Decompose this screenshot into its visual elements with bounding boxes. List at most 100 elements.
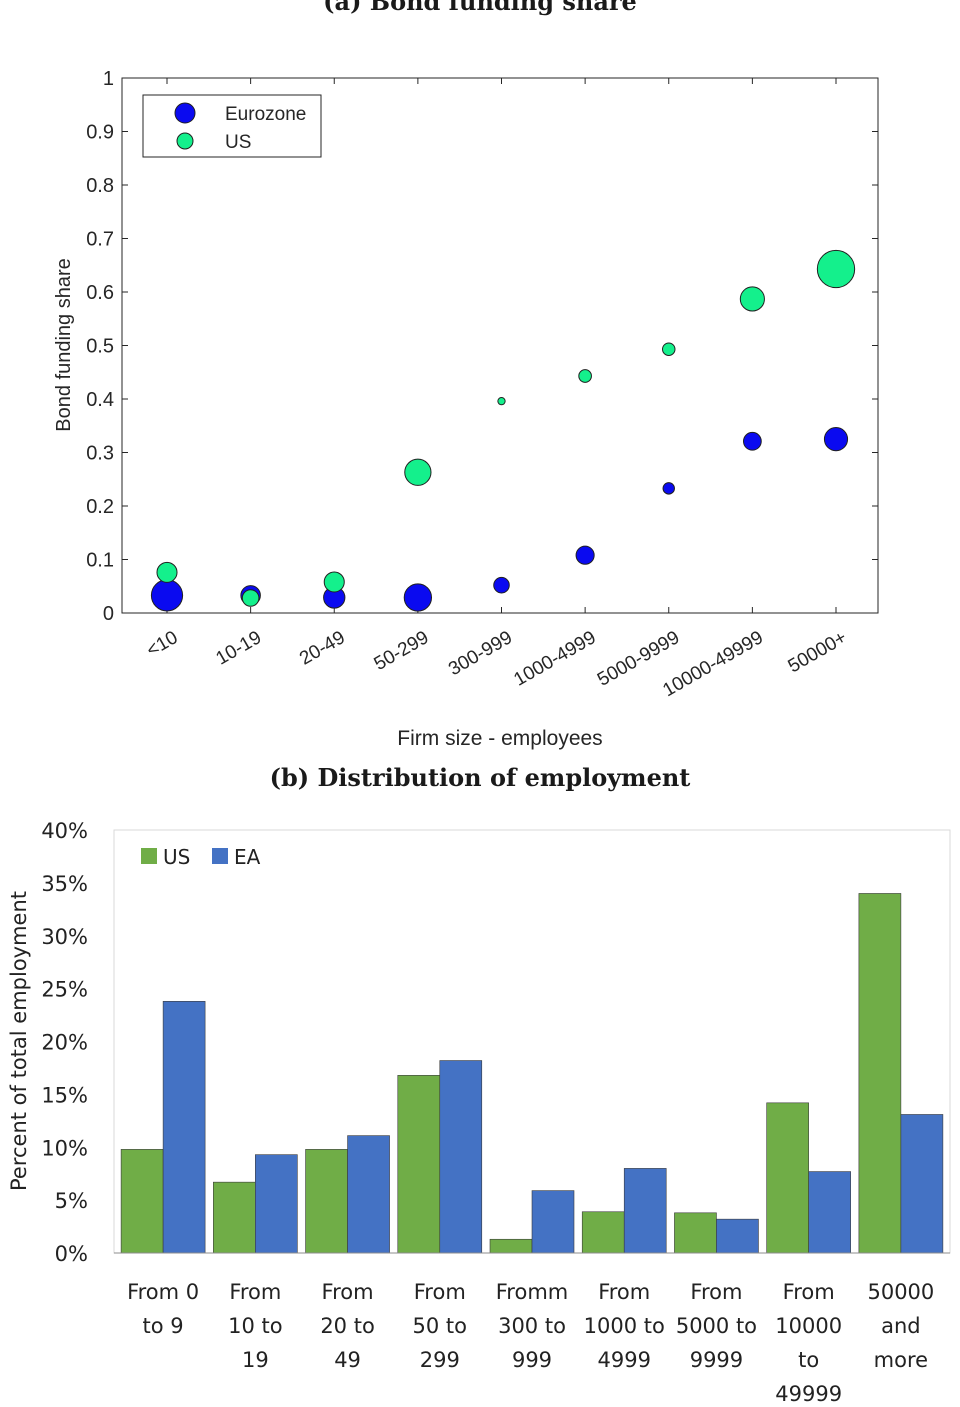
bar-ea-8	[900, 1114, 944, 1254]
bar-us-5	[581, 1211, 625, 1254]
point-eurozone-0	[150, 579, 184, 612]
point-us-6	[662, 342, 676, 356]
x-axis: <10 10-19 20-49 50-299 300-9991000-49995000-…	[143, 78, 851, 701]
bar-ea-5	[623, 1168, 667, 1254]
x-tick-label: From	[229, 1280, 281, 1304]
legend: Eurozone US	[142, 94, 322, 158]
legend-label-us: US	[225, 132, 251, 153]
point-us-7	[739, 286, 765, 312]
x-tick-label: 5000 to	[676, 1314, 757, 1338]
point-us-0	[156, 561, 178, 583]
bar-us-2	[305, 1149, 348, 1254]
x-tick-label: From	[783, 1280, 835, 1304]
y-tick-label: 0.6	[86, 282, 114, 304]
legend-label-us: US	[163, 845, 190, 869]
bar-us-7	[766, 1102, 809, 1254]
x-tick-label: 10 to	[228, 1314, 282, 1338]
bar-ea-6	[716, 1218, 759, 1254]
point-eurozone-7	[742, 431, 762, 451]
x-tick-label: to 9	[143, 1314, 184, 1338]
y-tick-label: 15%	[41, 1083, 88, 1107]
bar-ea-2	[347, 1135, 390, 1254]
y-tick-label: 35%	[41, 872, 88, 896]
point-eurozone-8	[823, 427, 849, 452]
x-tick-label: and	[881, 1314, 921, 1338]
x-tick-label: 1000-4999	[510, 627, 599, 691]
x-tick-label: 49999	[775, 1382, 842, 1406]
x-tick-label: From	[598, 1280, 650, 1304]
bond-funding-chart: 0 0.1 0.2 0.3 0.4 0.5 0.6 0.7 0.8 0.9 1 <10 10-19 20…	[53, 68, 879, 750]
bar-ea-7	[808, 1171, 851, 1254]
legend-label-eurozone: Eurozone	[225, 104, 306, 125]
legend-marker-us	[141, 848, 157, 864]
plot-frame	[121, 77, 879, 614]
bar-ea-1	[255, 1154, 298, 1254]
y-tick-label: 20%	[41, 1031, 88, 1055]
x-tick-label: 50000+	[785, 627, 851, 677]
bar-ea-3	[439, 1060, 483, 1254]
x-tick-label: 300 to	[498, 1314, 566, 1338]
bar-ea-4	[531, 1190, 575, 1254]
point-us-3	[404, 458, 432, 486]
x-tick-label: From	[322, 1280, 374, 1304]
y-tick-label: 0.7	[86, 229, 114, 251]
y-tick-label: 10%	[41, 1136, 88, 1160]
y-tick-label: 5%	[55, 1189, 88, 1213]
x-tick-label: 9999	[690, 1348, 743, 1372]
point-eurozone-4	[493, 576, 510, 594]
point-us-5	[578, 369, 592, 383]
x-tick-label: Fromm	[496, 1280, 569, 1304]
legend-label-ea: EA	[234, 845, 261, 869]
legend-marker-us	[176, 132, 194, 150]
scatter-marks	[150, 249, 856, 612]
bar-ea-0	[162, 1001, 206, 1254]
bottom-caption: (b) Distribution of employment	[270, 763, 691, 792]
y-tick-label: 0.2	[86, 496, 114, 518]
point-eurozone-3	[403, 583, 433, 612]
employment-distribution-chart: 0% 5% 10% 15% 20% 25% 30% 35% 40% From 0 to 9 From…	[7, 819, 951, 1406]
y-tick-label: 0	[103, 603, 114, 625]
x-tick-label: From	[690, 1280, 742, 1304]
y-axis: 0 0.1 0.2 0.3 0.4 0.5 0.6 0.7 0.8 0.9 1	[86, 68, 878, 625]
x-tick-label: From	[414, 1280, 466, 1304]
legend: US EA	[141, 845, 261, 869]
x-axis-label: Firm size - employees	[397, 727, 602, 750]
point-eurozone-6	[662, 482, 675, 495]
point-us-8	[816, 249, 856, 289]
x-tick-label: 49	[334, 1348, 361, 1372]
y-tick-label: 0.1	[86, 550, 114, 572]
y-tick-label: 0.9	[86, 122, 114, 144]
y-tick-label: 25%	[41, 978, 88, 1002]
point-us-1	[241, 589, 260, 607]
x-tick-label: 50-299	[371, 627, 433, 675]
x-tick-label: From 0	[127, 1280, 199, 1304]
x-tick-label: 999	[512, 1348, 552, 1372]
x-tick-label: 20 to	[320, 1314, 374, 1338]
y-tick-label: 0%	[55, 1242, 88, 1266]
y-axis: 0% 5% 10% 15% 20% 25% 30% 35% 40%	[41, 819, 88, 1266]
y-tick-label: 1	[103, 68, 114, 90]
x-tick-label: <10	[143, 627, 181, 661]
y-axis-label: Bond funding share	[53, 258, 75, 431]
bar-us-3	[397, 1075, 441, 1254]
x-tick-label: more	[874, 1348, 928, 1372]
legend-marker-eurozone	[174, 102, 196, 124]
bar-us-1	[213, 1181, 256, 1254]
y-axis-label: Percent of total employment	[7, 891, 31, 1191]
x-tick-label: 1000 to	[584, 1314, 665, 1338]
x-tick-label: 299	[420, 1348, 460, 1372]
y-tick-label: 0.8	[86, 175, 114, 197]
y-tick-label: 30%	[41, 925, 88, 949]
legend-marker-ea	[212, 848, 228, 864]
x-tick-label: 10000	[775, 1314, 842, 1338]
point-us-2	[323, 571, 345, 593]
bar-us-0	[120, 1149, 164, 1254]
x-tick-label: to	[798, 1348, 819, 1372]
bar-us-8	[858, 893, 902, 1254]
point-eurozone-5	[575, 545, 595, 565]
x-tick-label: 19	[242, 1348, 269, 1372]
x-tick-label: 20-49	[296, 627, 349, 669]
y-tick-label: 40%	[41, 819, 88, 843]
bar-us-4	[489, 1238, 533, 1254]
